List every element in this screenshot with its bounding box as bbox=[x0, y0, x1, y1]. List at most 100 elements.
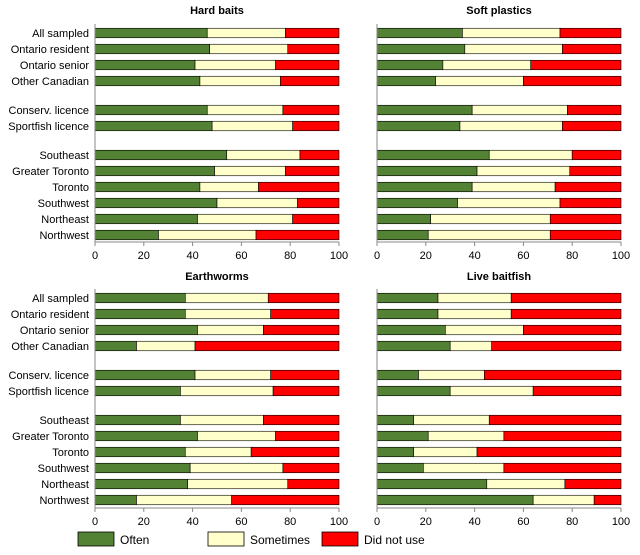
bar-did-not-use bbox=[282, 462, 340, 474]
bar-did-not-use bbox=[267, 292, 340, 304]
bar-sometimes bbox=[158, 229, 257, 241]
bar-often bbox=[94, 292, 186, 304]
bar-did-not-use bbox=[571, 149, 622, 161]
chart-panel-4: Live baitfish 0 20 40 60 80 100 bbox=[374, 271, 630, 528]
bar-sometimes bbox=[532, 494, 595, 506]
legend-swatch-sometimes bbox=[207, 531, 245, 547]
bar-did-not-use bbox=[559, 27, 622, 39]
bar-often bbox=[94, 414, 181, 426]
bar-sometimes bbox=[194, 369, 271, 381]
legend-swatch-often bbox=[77, 531, 115, 547]
bar-sometimes bbox=[209, 43, 289, 55]
bar-did-not-use bbox=[593, 494, 622, 506]
bar-often bbox=[376, 478, 488, 490]
x-tick-label: 40 bbox=[186, 516, 198, 528]
bar-sometimes bbox=[214, 165, 286, 177]
bar-did-not-use bbox=[554, 181, 622, 193]
bar-often bbox=[376, 197, 458, 209]
x-tick-label: 60 bbox=[517, 250, 529, 262]
bar-often bbox=[94, 59, 196, 71]
bar-did-not-use bbox=[231, 494, 340, 506]
bar-did-not-use bbox=[270, 308, 340, 320]
category-label: Southeast bbox=[39, 415, 89, 427]
category-label: Other Canadian bbox=[11, 341, 89, 353]
category-label: Greater Toronto bbox=[12, 431, 89, 443]
bar-often bbox=[376, 494, 534, 506]
bar-often bbox=[376, 75, 436, 87]
x-tick-label: 0 bbox=[92, 250, 98, 262]
bar-sometimes bbox=[184, 292, 269, 304]
bar-sometimes bbox=[449, 340, 492, 352]
bar-often bbox=[94, 369, 196, 381]
bar-sometimes bbox=[427, 430, 505, 442]
bar-sometimes bbox=[459, 120, 563, 132]
bar-sometimes bbox=[211, 120, 293, 132]
bar-often bbox=[94, 165, 215, 177]
bar-did-not-use bbox=[530, 59, 622, 71]
bar-sometimes bbox=[136, 494, 232, 506]
bar-did-not-use bbox=[258, 181, 340, 193]
bar-sometimes bbox=[184, 308, 271, 320]
chart-title: Earthworms bbox=[185, 271, 249, 283]
category-label: Ontario resident bbox=[11, 44, 89, 56]
bar-did-not-use bbox=[503, 430, 622, 442]
bar-sometimes bbox=[197, 213, 293, 225]
bar-did-not-use bbox=[523, 75, 622, 87]
bar-sometimes bbox=[413, 446, 478, 458]
bar-did-not-use bbox=[532, 385, 622, 397]
bar-often bbox=[94, 446, 186, 458]
bar-did-not-use bbox=[285, 165, 340, 177]
bar-did-not-use bbox=[567, 104, 622, 116]
category-label: Toronto bbox=[52, 447, 89, 459]
bar-did-not-use bbox=[297, 197, 340, 209]
category-label: Ontario resident bbox=[11, 309, 89, 321]
category-label: Northeast bbox=[41, 214, 89, 226]
x-tick-label: 60 bbox=[235, 250, 247, 262]
category-label: Northeast bbox=[41, 479, 89, 491]
category-label: Other Canadian bbox=[11, 76, 89, 88]
category-label: Northwest bbox=[39, 230, 89, 242]
bar-did-not-use bbox=[275, 430, 340, 442]
bar-sometimes bbox=[136, 340, 196, 352]
bar-did-not-use bbox=[285, 27, 340, 39]
bar-often bbox=[94, 385, 181, 397]
bar-often bbox=[376, 369, 419, 381]
bar-did-not-use bbox=[270, 369, 340, 381]
bar-often bbox=[376, 59, 444, 71]
bar-sometimes bbox=[430, 213, 551, 225]
bar-did-not-use bbox=[287, 43, 340, 55]
category-label: All sampled bbox=[32, 293, 89, 305]
bar-did-not-use bbox=[549, 213, 622, 225]
bar-did-not-use bbox=[484, 369, 622, 381]
x-tick-label: 100 bbox=[612, 250, 630, 262]
bar-often bbox=[376, 324, 446, 336]
bar-often bbox=[376, 104, 473, 116]
bar-sometimes bbox=[471, 181, 556, 193]
category-label: Sportfish licence bbox=[8, 121, 89, 133]
bar-did-not-use bbox=[250, 446, 340, 458]
bar-sometimes bbox=[180, 385, 274, 397]
bar-often bbox=[94, 308, 186, 320]
bar-sometimes bbox=[194, 59, 276, 71]
bar-often bbox=[94, 478, 189, 490]
bar-sometimes bbox=[476, 165, 571, 177]
bar-sometimes bbox=[471, 104, 568, 116]
chart-title: Hard baits bbox=[190, 5, 244, 17]
category-label: All sampled bbox=[32, 28, 89, 40]
bar-often bbox=[94, 494, 137, 506]
bar-did-not-use bbox=[510, 308, 622, 320]
x-tick-label: 20 bbox=[138, 516, 150, 528]
bar-sometimes bbox=[449, 385, 534, 397]
bar-often bbox=[94, 181, 201, 193]
bar-sometimes bbox=[464, 43, 563, 55]
x-tick-label: 40 bbox=[186, 250, 198, 262]
category-label: Southeast bbox=[39, 150, 89, 162]
legend-label-sometimes: Sometimes bbox=[250, 533, 310, 547]
bar-did-not-use bbox=[559, 197, 622, 209]
legend-swatch-did-not-use bbox=[321, 531, 359, 547]
bar-often bbox=[94, 197, 218, 209]
bar-sometimes bbox=[206, 104, 284, 116]
bar-often bbox=[376, 385, 451, 397]
category-label: Toronto bbox=[52, 182, 89, 194]
